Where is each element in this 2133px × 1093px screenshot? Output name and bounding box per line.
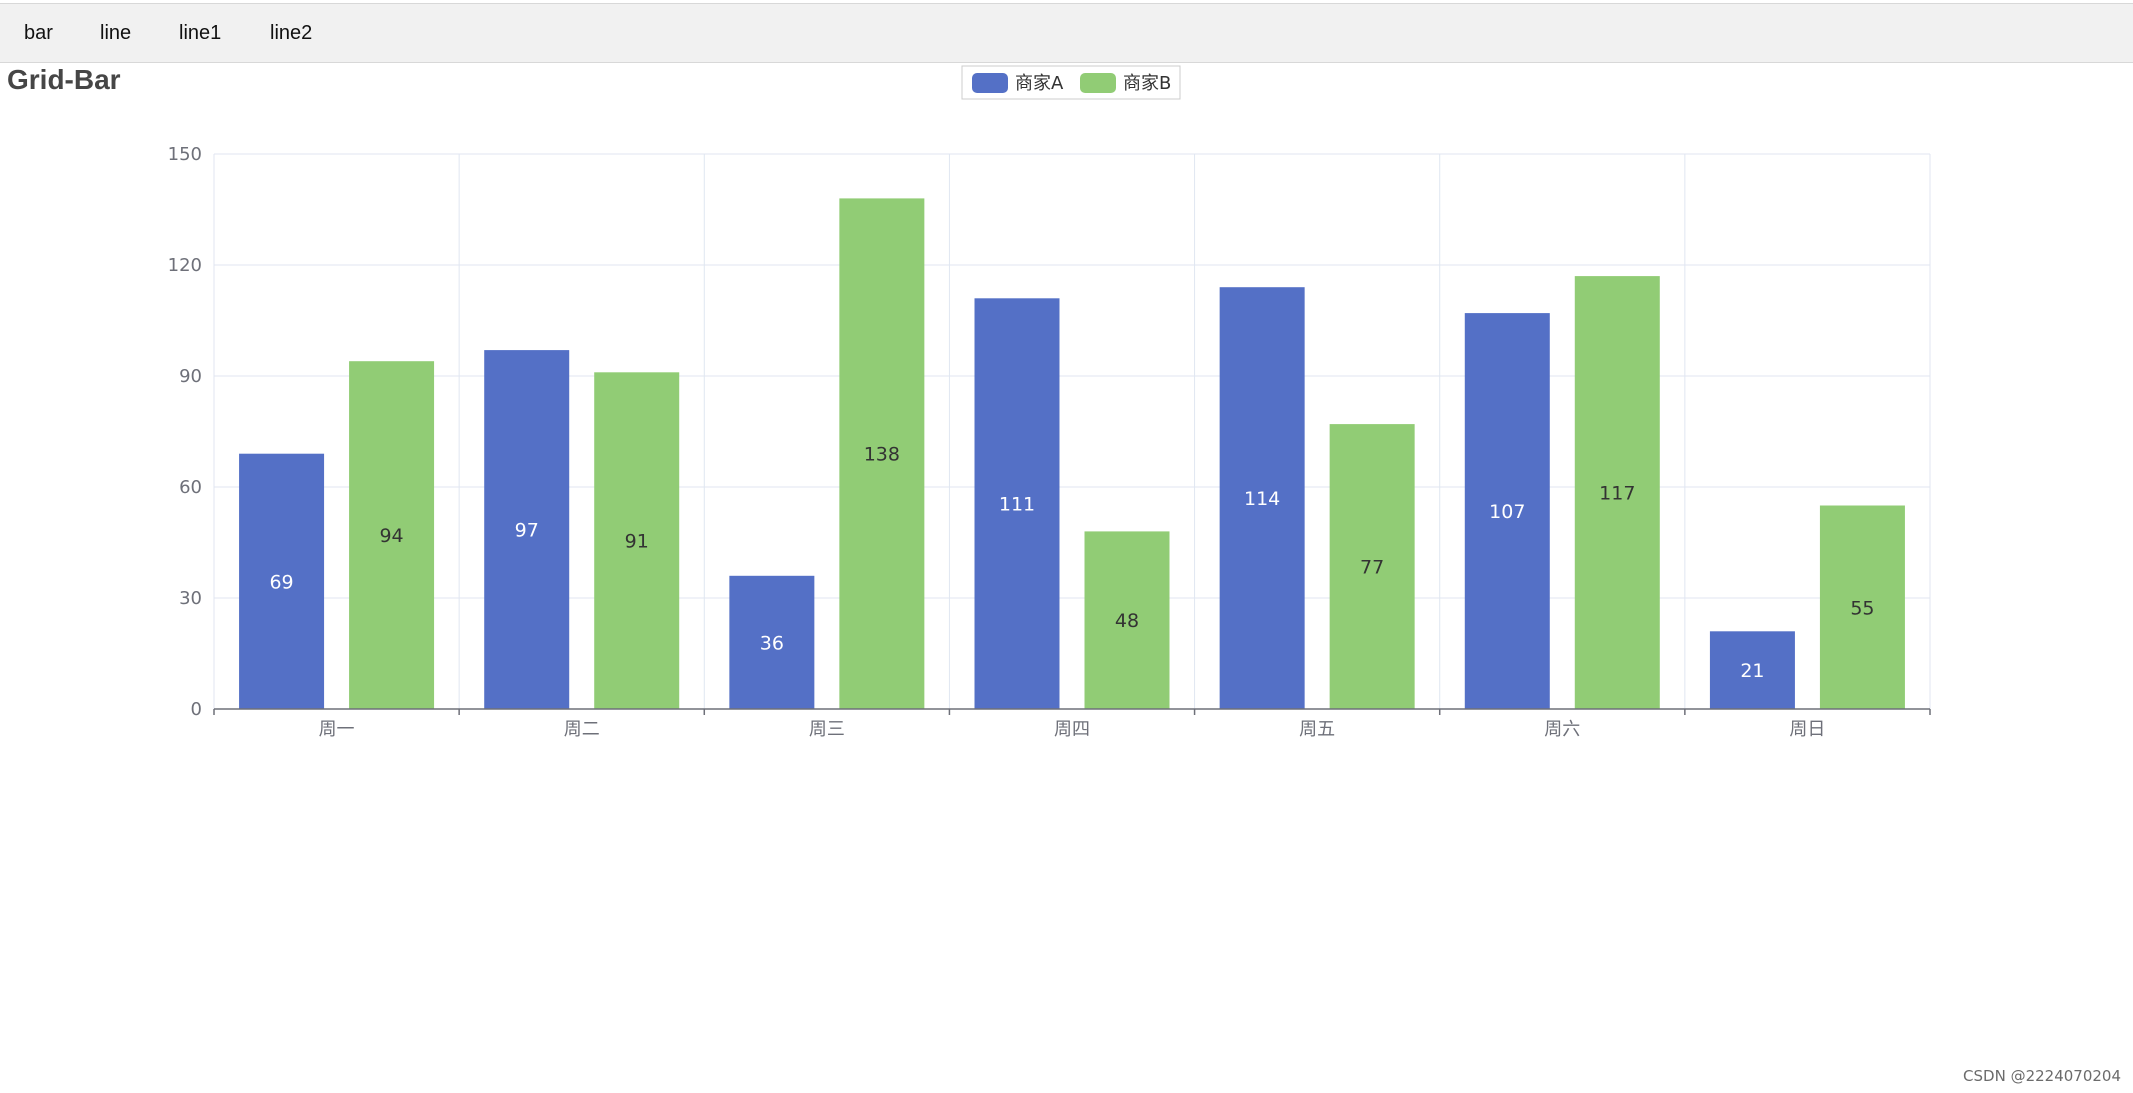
bar-a-6 — [1709, 631, 1795, 709]
x-tick-label-3: 周四 — [1054, 719, 1090, 740]
data-label-b-0: 94 — [379, 525, 403, 547]
x-tick-label-4: 周五 — [1299, 719, 1335, 740]
data-label-a-6: 21 — [1740, 660, 1764, 682]
data-label-b-6: 55 — [1850, 597, 1874, 619]
watermark: CSDN @2224070204 — [1963, 1067, 2121, 1085]
bar-b-4 — [1329, 424, 1415, 709]
y-tick-label-2: 60 — [179, 477, 202, 498]
y-tick-label-0: 0 — [191, 699, 202, 720]
data-label-a-1: 97 — [515, 520, 539, 542]
bar-a-2 — [729, 575, 815, 709]
y-tick-label-3: 90 — [179, 366, 202, 387]
legend-label-b: 商家B — [1123, 73, 1171, 94]
bar-a-5 — [1464, 313, 1550, 709]
x-tick-label-1: 周二 — [564, 719, 600, 740]
data-label-b-5: 117 — [1599, 483, 1635, 505]
data-label-b-4: 77 — [1360, 557, 1384, 579]
tab-line[interactable]: line — [100, 22, 132, 44]
bar-b-6 — [1819, 505, 1905, 709]
bar-a-3 — [974, 298, 1060, 709]
bar-a-4 — [1219, 287, 1305, 709]
bar-b-5 — [1574, 276, 1660, 709]
data-label-a-5: 107 — [1489, 501, 1525, 523]
x-tick-label-0: 周一 — [319, 719, 355, 740]
data-label-a-4: 114 — [1244, 488, 1280, 510]
data-label-a-0: 69 — [269, 571, 293, 593]
legend-swatch-a — [972, 73, 1008, 93]
bar-a-1 — [484, 350, 570, 709]
tab-line2[interactable]: line2 — [270, 22, 313, 44]
top-nav-bar: bar line line1 line2 — [0, 3, 2133, 63]
y-tick-label-4: 120 — [168, 255, 202, 276]
page-title: Grid-Bar — [7, 64, 121, 95]
x-tick-label-2: 周三 — [809, 719, 845, 740]
bar-b-2 — [839, 198, 925, 709]
legend-swatch-b — [1080, 73, 1116, 93]
tab-line1[interactable]: line1 — [179, 22, 222, 44]
data-label-b-2: 138 — [864, 444, 900, 466]
bar-b-1 — [594, 372, 680, 709]
legend-label-a: 商家A — [1015, 73, 1064, 94]
bar-b-0 — [349, 361, 435, 709]
tab-bar[interactable]: bar — [24, 22, 53, 44]
x-tick-label-6: 周日 — [1789, 719, 1825, 740]
data-label-a-3: 111 — [999, 494, 1035, 516]
y-tick-label-5: 150 — [168, 144, 202, 165]
data-label-b-1: 91 — [625, 531, 649, 553]
x-tick-label-5: 周六 — [1544, 719, 1580, 740]
bar-b-3 — [1084, 531, 1170, 709]
y-tick-label-1: 30 — [179, 588, 202, 609]
data-label-b-3: 48 — [1115, 610, 1139, 632]
bar-a-0 — [239, 453, 325, 709]
data-label-a-2: 36 — [760, 632, 784, 654]
